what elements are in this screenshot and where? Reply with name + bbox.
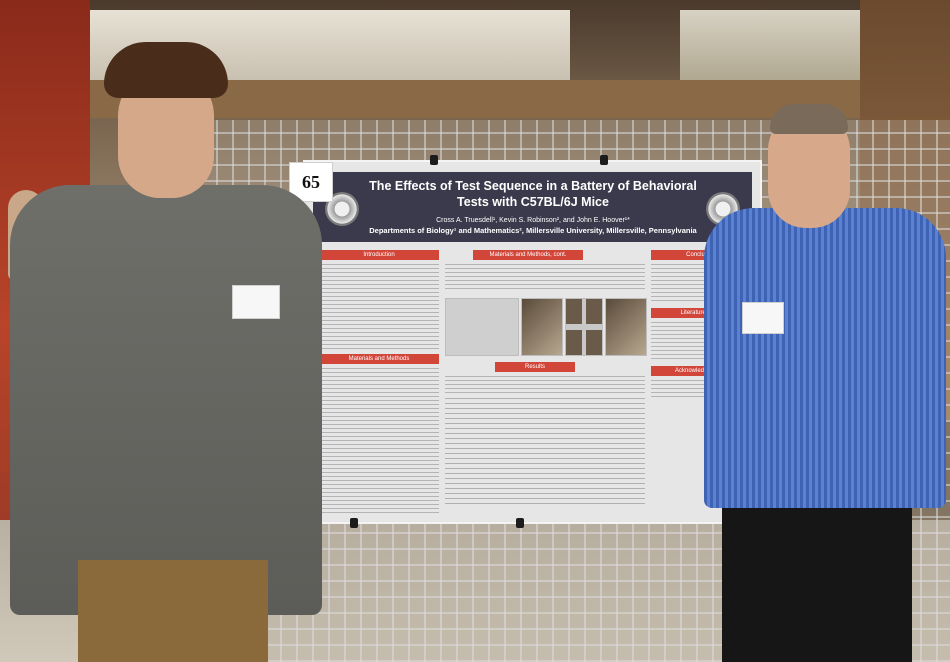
faculty-shirt — [704, 208, 946, 508]
student-hair — [104, 42, 228, 98]
section-heading-materials-methods: Materials and Methods — [319, 354, 439, 364]
maze-photo-3 — [605, 298, 647, 356]
results-table — [445, 398, 645, 508]
binder-clip-icon — [350, 518, 358, 528]
binder-clip-icon — [600, 155, 608, 165]
background-window-right — [680, 10, 860, 80]
research-poster: The Effects of Test Sequence in a Batter… — [305, 162, 760, 522]
binder-clip-icon — [430, 155, 438, 165]
name-badge — [742, 302, 784, 334]
apparatus-figure — [445, 298, 519, 356]
poster-authors: Cross A. Truesdell¹, Kevin S. Robinson²,… — [353, 216, 713, 236]
poster-affiliations: Departments of Biology¹ and Mathematics²… — [369, 226, 697, 235]
poster-header: The Effects of Test Sequence in a Batter… — [313, 172, 752, 242]
section-heading-literature-cited: Literature Cited — [651, 308, 751, 318]
section-heading-results: Results — [495, 362, 575, 372]
section-heading-acknowledgements: Acknowledgements — [651, 366, 751, 376]
maze-photo-2 — [565, 298, 603, 356]
section-heading-conclusion: Conclusion — [651, 250, 751, 260]
poster-author-names: Cross A. Truesdell¹, Kevin S. Robinson²,… — [436, 217, 630, 224]
binder-clip-icon — [516, 518, 524, 528]
student-pants — [78, 560, 268, 662]
poster-title: The Effects of Test Sequence in a Batter… — [369, 179, 697, 209]
section-heading-introduction: Introduction — [319, 250, 439, 260]
materials-methods-cont-text — [445, 264, 645, 292]
student-shirt — [10, 185, 322, 615]
materials-methods-text — [319, 368, 439, 513]
introduction-text — [319, 264, 439, 349]
maze-photo-1 — [521, 298, 563, 356]
results-text — [445, 376, 645, 394]
name-badge — [232, 285, 280, 319]
section-heading-materials-methods-cont: Materials and Methods, cont. — [473, 250, 583, 260]
faculty-hair — [770, 104, 848, 134]
